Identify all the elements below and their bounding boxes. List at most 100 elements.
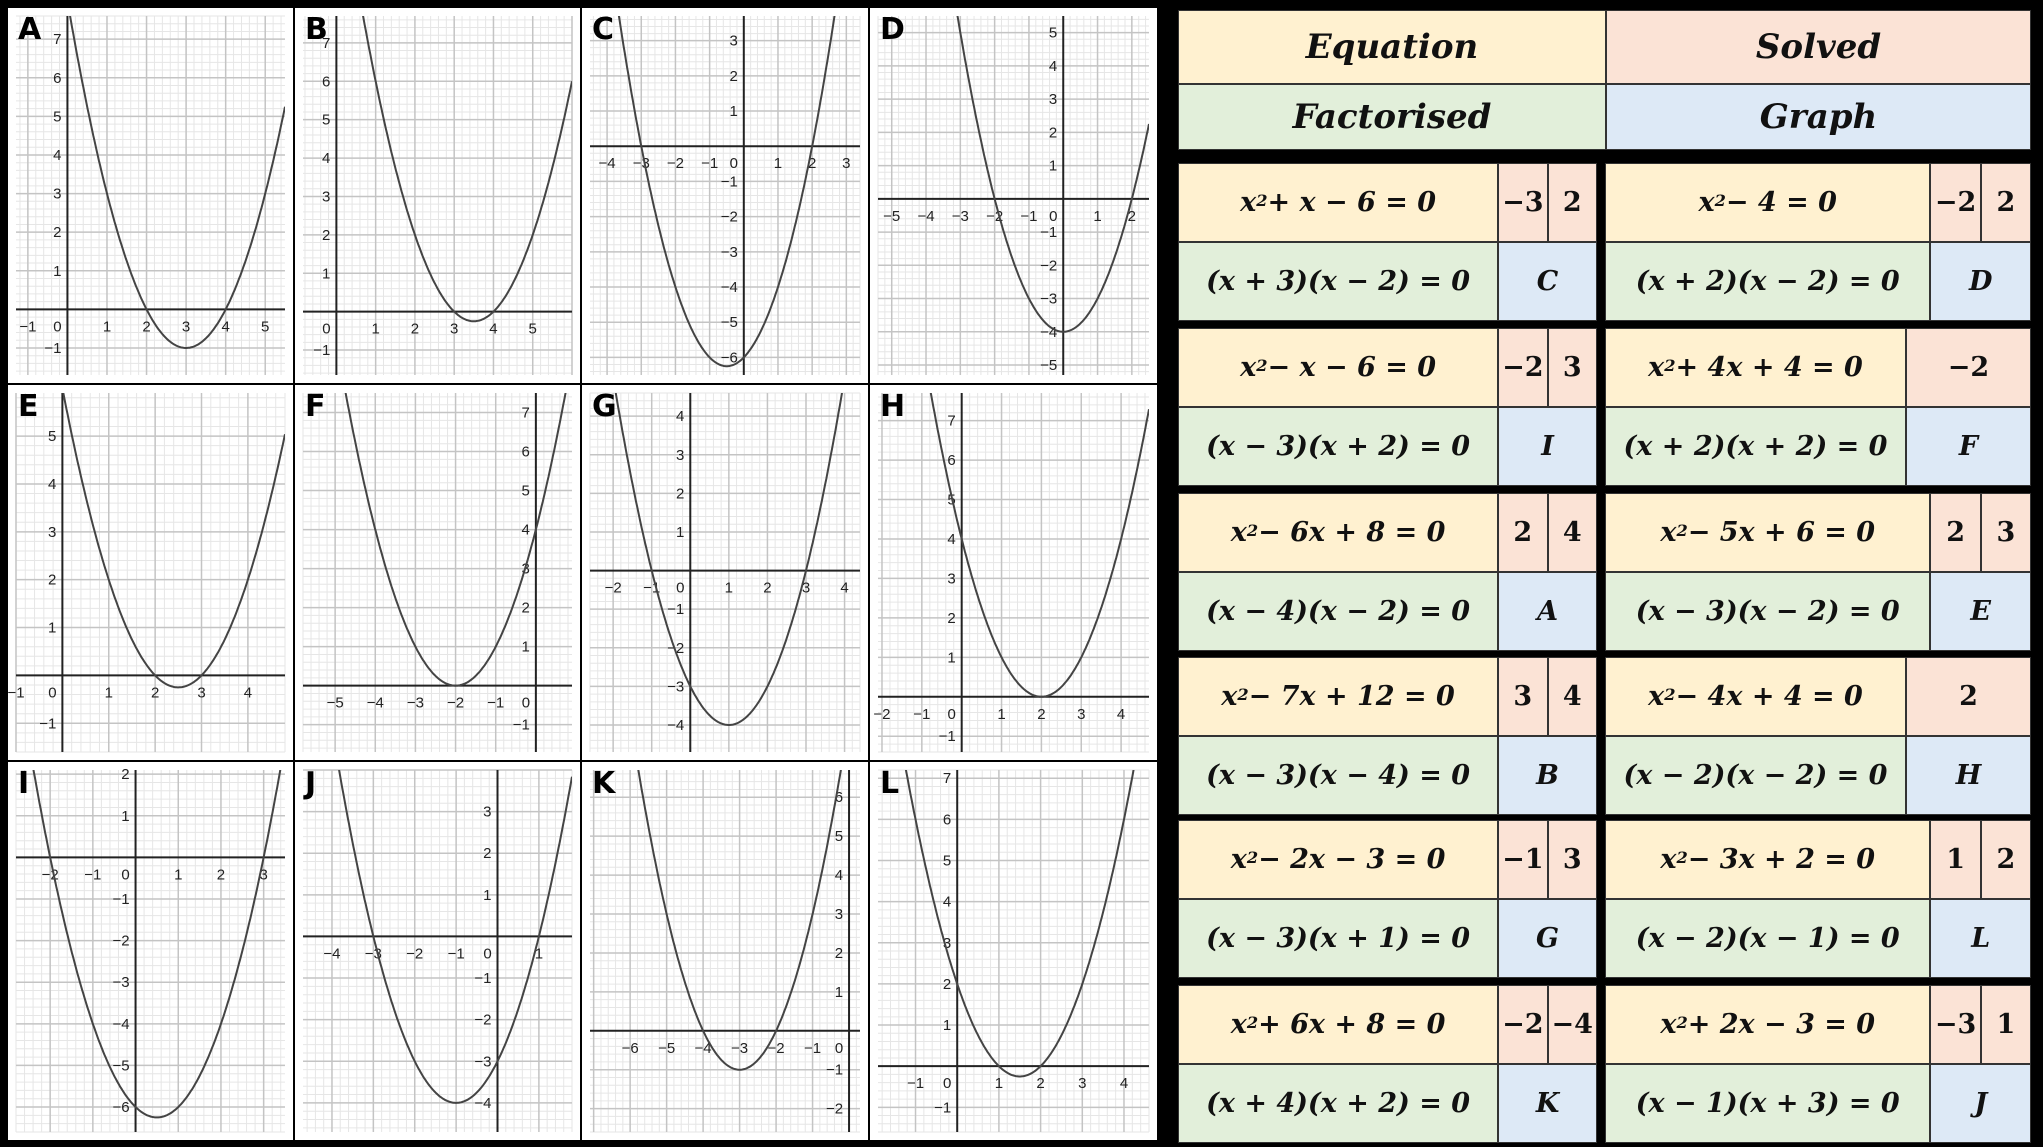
exponent: 2: [1237, 685, 1249, 705]
svg-text:−1: −1: [19, 318, 36, 335]
svg-text:2: 2: [151, 684, 159, 701]
svg-text:6: 6: [522, 444, 530, 461]
svg-text:1: 1: [1049, 158, 1057, 175]
svg-text:−5: −5: [658, 1040, 675, 1057]
svg-text:7: 7: [943, 770, 951, 787]
svg-text:−6: −6: [622, 1040, 639, 1057]
parabola-curve: [904, 770, 1135, 1078]
svg-text:6: 6: [947, 452, 955, 469]
svg-text:7: 7: [522, 405, 530, 422]
svg-text:0: 0: [676, 580, 684, 597]
svg-text:−4: −4: [721, 279, 738, 296]
svg-text:−1: −1: [934, 1099, 951, 1116]
equation-text: x: [1660, 517, 1677, 548]
equation-text: x: [1660, 1009, 1677, 1040]
graph-label: L: [880, 766, 900, 801]
solution-cell: −4: [1547, 985, 1597, 1064]
svg-text:1: 1: [371, 321, 379, 338]
graph-label: K: [592, 766, 616, 801]
graph-label: H: [880, 389, 906, 424]
svg-text:1: 1: [103, 318, 111, 335]
svg-text:1: 1: [947, 649, 955, 666]
svg-text:−3: −3: [952, 208, 969, 225]
parabola-curve: [344, 393, 567, 687]
svg-text:4: 4: [943, 894, 951, 911]
svg-text:6: 6: [53, 70, 61, 87]
svg-text:−4: −4: [367, 695, 384, 712]
exponent: 2: [1256, 356, 1268, 376]
svg-text:4: 4: [676, 408, 684, 425]
parabola-curve: [338, 770, 572, 1104]
equation-text: x: [1648, 352, 1665, 383]
parabola-curve: [362, 16, 572, 323]
graph-label: D: [880, 12, 905, 47]
svg-text:−1: −1: [487, 695, 504, 712]
svg-text:−2: −2: [873, 706, 890, 723]
header-graph: Graph: [1606, 84, 2031, 150]
svg-text:1: 1: [774, 155, 782, 172]
solution-cell: 3: [1547, 820, 1597, 899]
svg-text:7: 7: [322, 35, 330, 52]
svg-text:−1: −1: [913, 706, 930, 723]
svg-text:1: 1: [174, 866, 182, 883]
svg-text:−3: −3: [407, 695, 424, 712]
svg-text:1: 1: [943, 1017, 951, 1034]
graph-letter-cell: E: [1930, 572, 2031, 651]
equation-text: − x − 6 = 0: [1267, 352, 1437, 383]
svg-text:−3: −3: [731, 1040, 748, 1057]
svg-text:3: 3: [1077, 706, 1085, 723]
header-equation: Equation: [1178, 10, 1606, 84]
svg-text:3: 3: [53, 186, 61, 203]
exponent: 2: [1256, 191, 1268, 211]
parabola-plot: −2 −1 0 1 2 3 −6 −5 −4 −3 −2 −1 1 2: [15, 766, 285, 1133]
solution-cell: −3: [1498, 163, 1548, 242]
svg-text:2: 2: [322, 227, 330, 244]
svg-text:−1: −1: [44, 340, 61, 357]
svg-text:−2: −2: [768, 1040, 785, 1057]
equation-text: − 6x + 8 = 0: [1258, 517, 1446, 548]
svg-text:4: 4: [835, 867, 843, 884]
svg-text:3: 3: [842, 155, 850, 172]
solution-cell: −1: [1498, 820, 1548, 899]
svg-text:2: 2: [676, 485, 684, 502]
svg-text:2: 2: [411, 321, 419, 338]
exponent: 2: [1246, 521, 1259, 541]
parabola-plot: −1 0 1 2 3 4 −1 1 2 3 4 5 6 7: [878, 769, 1150, 1133]
svg-text:−1: −1: [826, 1062, 843, 1079]
svg-text:5: 5: [522, 483, 530, 500]
graph-grid: A −1 0 1 2 3 4 5 −1 1 2 3 4 5 6 7 B 0 1 2 3 4 5 −1 1 2 3 4 5 6 7 C −4 −3−…: [8, 8, 1157, 1140]
graph-label: E: [18, 389, 39, 424]
svg-text:1: 1: [483, 887, 491, 904]
solution-cell: 4: [1547, 657, 1597, 736]
exponent: 2: [1664, 356, 1676, 376]
graph-letter-cell: L: [1930, 899, 2031, 978]
svg-text:3: 3: [48, 524, 56, 541]
header-solved: Solved: [1606, 10, 2031, 84]
svg-text:4: 4: [1117, 706, 1125, 723]
svg-text:5: 5: [53, 108, 61, 125]
svg-text:4: 4: [489, 321, 497, 338]
solution-cell: −2: [1498, 985, 1548, 1064]
factorised-cell: (x + 2)(x + 2) = 0: [1605, 407, 1906, 486]
svg-text:0: 0: [48, 684, 56, 701]
svg-text:−1: −1: [39, 715, 56, 732]
graph-label: A: [18, 12, 42, 47]
svg-text:3: 3: [450, 321, 458, 338]
graph-letter-cell: I: [1498, 407, 1597, 486]
solution-cell: 2: [1930, 493, 1981, 572]
svg-text:2: 2: [142, 318, 150, 335]
